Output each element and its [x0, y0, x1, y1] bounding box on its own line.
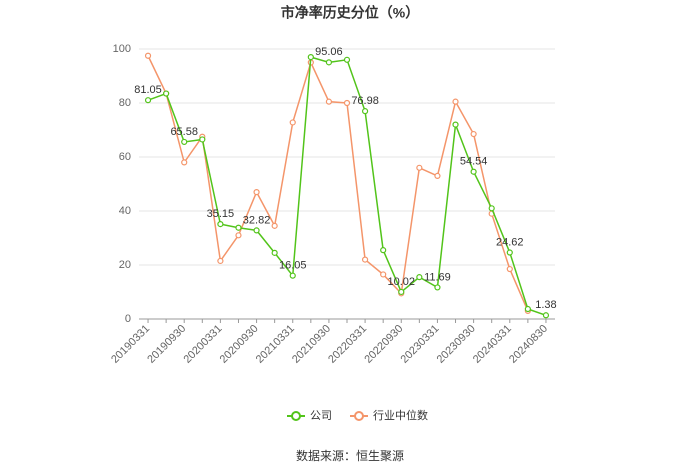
data-point [217, 220, 224, 228]
data-point [542, 312, 550, 319]
x-tick-label: 20210331 [254, 323, 297, 366]
data-label: 10.02 [387, 276, 415, 288]
data-label: 76.98 [351, 95, 379, 107]
data-point [380, 247, 387, 254]
data-point [181, 159, 188, 166]
y-tick-label: 60 [119, 151, 131, 163]
data-label: 32.82 [243, 214, 271, 226]
data-point [253, 189, 260, 196]
data-point [416, 274, 423, 281]
data-point [416, 164, 423, 171]
legend-marker [291, 411, 301, 421]
series-line [147, 56, 547, 316]
data-point [289, 119, 296, 126]
data-label: 11.69 [424, 271, 451, 283]
x-tick-label: 20230930 [435, 323, 478, 366]
data-point [325, 59, 333, 66]
x-tick-label: 20220930 [362, 323, 405, 366]
x-tick-label: 20190930 [145, 323, 188, 366]
y-tick-label: 0 [125, 313, 131, 325]
data-label: 95.06 [315, 46, 343, 58]
data-point [271, 222, 278, 229]
data-point [343, 56, 351, 63]
data-point [434, 172, 441, 179]
x-tick-label: 20190331 [109, 323, 152, 366]
data-point [325, 98, 333, 105]
data-point [217, 257, 224, 265]
y-tick-label: 40 [119, 205, 131, 217]
data-point [235, 232, 242, 239]
data-point [452, 98, 459, 105]
data-point [343, 99, 351, 107]
data-point [470, 130, 477, 138]
source: 数据来源：恒生聚源 [296, 448, 404, 463]
data-point [361, 108, 369, 115]
data-point [144, 52, 152, 59]
y-tick-label: 80 [119, 97, 131, 109]
data-point [524, 305, 531, 313]
data-point [361, 256, 369, 263]
data-label: 35.15 [207, 208, 235, 220]
data-point [506, 249, 513, 256]
data-point [398, 288, 405, 296]
x-tick-label: 20220331 [326, 323, 369, 366]
legend-marker [354, 411, 364, 421]
chart-title: 市净率历史分位（%） [281, 5, 419, 21]
data-point [235, 224, 242, 231]
data-label: 81.05 [134, 84, 162, 96]
data-point [199, 136, 206, 143]
y-tick-label: 20 [119, 259, 131, 271]
y-tick-label: 100 [113, 43, 131, 55]
data-label: 1.38 [535, 299, 556, 311]
data-label: 16.05 [279, 260, 307, 272]
data-point [271, 249, 278, 256]
x-tick-label: 20200930 [218, 323, 261, 366]
data-point [380, 271, 387, 278]
data-point [307, 53, 314, 61]
data-point [163, 90, 170, 97]
legend-label: 公司 [310, 410, 332, 422]
x-tick-label: 20240331 [471, 323, 514, 366]
data-label: 65.58 [170, 126, 198, 138]
data-label: 54.54 [460, 156, 488, 168]
data-point [434, 284, 441, 291]
data-point [144, 97, 152, 104]
legend-label: 行业中位数 [373, 408, 428, 422]
data-point [488, 205, 495, 212]
series-line [147, 55, 529, 312]
data-point [289, 272, 296, 279]
data-point [452, 121, 459, 128]
x-tick-label: 20200331 [181, 323, 224, 366]
x-tick-label: 20240830 [507, 323, 550, 366]
data-point [470, 168, 477, 175]
x-tick-label: 20210930 [290, 323, 333, 366]
data-point [253, 227, 260, 234]
data-point [506, 265, 513, 273]
data-point [181, 138, 188, 146]
data-label: 24.62 [496, 236, 524, 248]
x-tick-label: 20230331 [399, 323, 442, 366]
